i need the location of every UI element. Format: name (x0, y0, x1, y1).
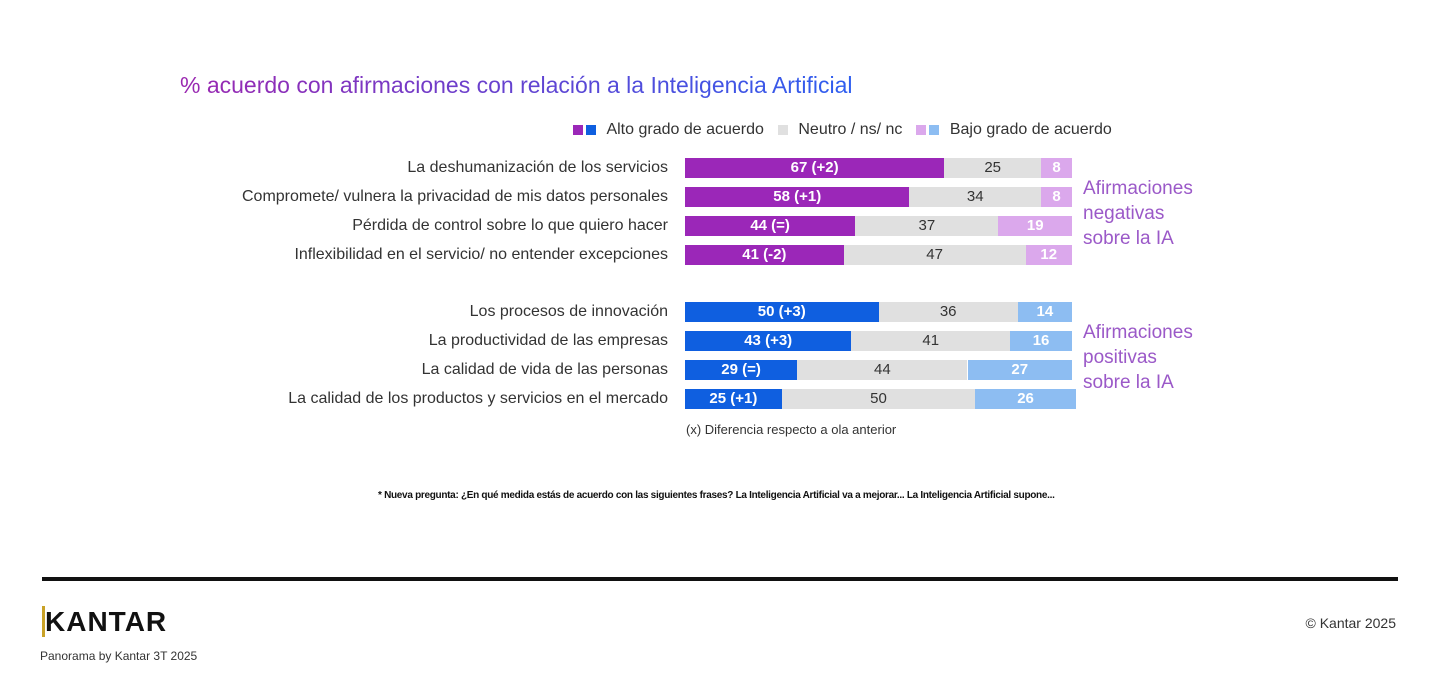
bar-segment-high: 50 (+3) (685, 302, 879, 322)
bar-segment-neutral: 50 (781, 389, 976, 409)
bar-segment-low: 16 (1010, 331, 1072, 351)
bar-segment-high: 67 (+2) (685, 158, 945, 178)
legend-item-low: Bajo grado de acuerdo (916, 121, 1112, 139)
footer-subtitle: Panorama by Kantar 3T 2025 (40, 649, 198, 663)
category-label: Pérdida de control sobre lo que quiero h… (352, 217, 668, 234)
category-label: La deshumanización de los servicios (407, 159, 668, 176)
stacked-bar-chart: La deshumanización de los servicios 67 (+… (242, 158, 1193, 409)
divider (42, 577, 1398, 581)
legend-item-high: Alto grado de acuerdo (573, 121, 764, 139)
category-label: La calidad de los productos y servicios … (288, 390, 668, 407)
legend: Alto grado de acuerdo Neutro / ns/ nc Ba… (573, 121, 1112, 139)
kantar-logo: KANTAR (42, 606, 167, 638)
bar-segment-high: 41 (-2) (685, 245, 844, 265)
bar-segment-neutral: 47 (843, 245, 1026, 265)
bar-segment-neutral: 36 (878, 302, 1018, 322)
bar-segment-high: 25 (+1) (685, 389, 782, 409)
category-label: La calidad de vida de las personas (421, 361, 668, 378)
bar-segment-low: 19 (998, 216, 1072, 236)
category-label: Compromete/ vulnera la privacidad de mis… (242, 188, 668, 205)
footnote: * Nueva pregunta: ¿En qué medida estás d… (378, 490, 1055, 501)
bar-segment-low: 26 (975, 389, 1076, 409)
bar-segment-low: 8 (1041, 187, 1072, 207)
bar-segment-neutral: 37 (855, 216, 999, 236)
bar-segment-low: 8 (1041, 158, 1072, 178)
chart-note: (x) Diferencia respecto a ola anterior (686, 422, 897, 437)
bar-segment-low: 27 (967, 360, 1072, 380)
category-label: Inflexibilidad en el servicio/ no entend… (294, 246, 668, 263)
bar-segment-low: 12 (1025, 245, 1072, 265)
bar-segment-high: 29 (=) (685, 360, 798, 380)
chart-title: % acuerdo con afirmaciones con relación … (180, 72, 853, 98)
bar-segment-high: 43 (+3) (685, 331, 852, 351)
bar-segment-low: 14 (1017, 302, 1072, 322)
group-label: Afirmaciones negativas sobre la IA (1083, 178, 1193, 249)
bar-segment-neutral: 34 (909, 187, 1042, 207)
bar-segment-neutral: 25 (944, 158, 1042, 178)
bar-segment-high: 44 (=) (685, 216, 856, 236)
copyright: © Kantar 2025 (1305, 615, 1397, 631)
bar-segment-neutral: 44 (797, 360, 968, 380)
category-label: La productividad de las empresas (428, 332, 668, 349)
bar-segment-high: 58 (+1) (685, 187, 910, 207)
bar-segment-neutral: 41 (851, 331, 1011, 351)
category-label: Los procesos de innovación (469, 303, 668, 320)
group-label: Afirmaciones positivas sobre la IA (1083, 322, 1193, 393)
legend-item-neutral: Neutro / ns/ nc (777, 121, 902, 139)
